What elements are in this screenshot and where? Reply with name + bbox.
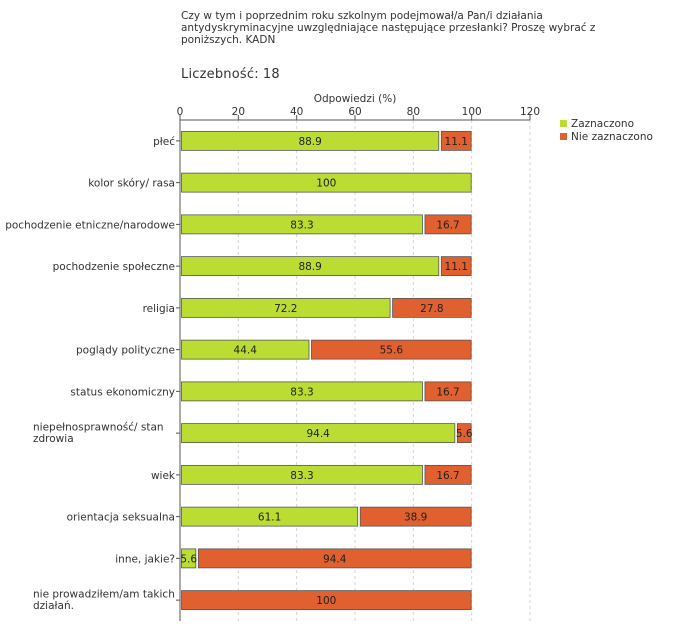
data-label-selected-8: 83.3 xyxy=(290,470,313,482)
category-label-10: inne, jakie? xyxy=(115,553,175,565)
bar-not-selected-0 xyxy=(440,130,472,151)
category-label-8: wiek xyxy=(151,470,176,482)
category-label-0: płeć xyxy=(153,136,175,148)
x-tick-label-80: 80 xyxy=(407,106,420,118)
legend-item-not-selected: Nie zaznaczono xyxy=(560,130,653,143)
bar-selected-1 xyxy=(181,172,472,193)
data-label-not-selected-5: 55.6 xyxy=(380,345,404,357)
category-label-6: status ekonomiczny xyxy=(70,386,175,398)
bar-not-selected-3 xyxy=(440,256,472,277)
data-label-not-selected-3: 11.1 xyxy=(445,261,468,273)
bar-selected-6 xyxy=(181,381,423,402)
data-label-selected-0: 88.9 xyxy=(298,136,321,148)
bar-not-selected-11 xyxy=(181,590,472,611)
legend-label-selected: Zaznaczono xyxy=(571,117,635,130)
data-label-not-selected-7: 5.6 xyxy=(456,428,473,440)
data-label-selected-9: 61.1 xyxy=(258,512,281,524)
data-label-selected-3: 88.9 xyxy=(298,261,321,273)
data-label-not-selected-6: 16.7 xyxy=(436,386,459,398)
x-tick-label-0: 0 xyxy=(177,106,184,118)
data-label-selected-1: 100 xyxy=(316,178,336,190)
bar-not-selected-5 xyxy=(311,339,472,360)
data-label-not-selected-2: 16.7 xyxy=(436,219,459,231)
category-label-3: pochodzenie społeczne xyxy=(53,261,175,273)
bar-selected-0 xyxy=(181,130,440,151)
bar-not-selected-10 xyxy=(197,548,472,569)
data-label-not-selected-0: 11.1 xyxy=(445,136,468,148)
legend: Zaznaczono Nie zaznaczono xyxy=(560,117,653,143)
bar-selected-2 xyxy=(181,214,423,235)
category-label-11-line-1: działań. xyxy=(33,600,74,612)
data-label-not-selected-4: 27.8 xyxy=(420,303,443,315)
sample-size: Liczebność: 18 xyxy=(181,67,280,82)
category-label-2: pochodzenie etniczne/narodowe xyxy=(5,219,175,231)
legend-swatch-selected xyxy=(560,120,567,127)
bar-selected-10 xyxy=(181,548,197,569)
bar-not-selected-4 xyxy=(392,297,472,318)
data-label-selected-6: 83.3 xyxy=(290,386,313,398)
category-label-11-line-0: nie prowadziłem/am takich xyxy=(33,588,175,600)
data-label-selected-2: 83.3 xyxy=(290,219,313,231)
category-label-4: religia xyxy=(143,303,175,315)
x-tick-label-100: 100 xyxy=(462,106,482,118)
category-label-7-line-0: niepełnosprawność/ stan xyxy=(33,421,164,433)
x-tick-label-120: 120 xyxy=(520,106,540,118)
data-label-selected-5: 44.4 xyxy=(234,345,258,357)
x-tick-label-20: 20 xyxy=(232,106,245,118)
x-tick-label-60: 60 xyxy=(348,106,361,118)
legend-swatch-not-selected xyxy=(560,133,567,140)
sample-size-value: 18 xyxy=(262,67,280,82)
bar-selected-8 xyxy=(181,464,423,485)
data-label-selected-4: 72.2 xyxy=(274,303,297,315)
chart-title: Czy w tym i poprzednim roku szkolnym pod… xyxy=(181,10,596,46)
legend-label-not-selected: Nie zaznaczono xyxy=(571,130,653,143)
category-label-7-line-1: zdrowia xyxy=(33,433,74,445)
data-label-not-selected-11: 100 xyxy=(316,595,336,607)
bar-selected-9 xyxy=(181,506,359,527)
bar-selected-7 xyxy=(181,423,456,444)
bar-selected-5 xyxy=(181,339,310,360)
data-label-not-selected-10: 94.4 xyxy=(323,553,347,565)
data-label-not-selected-8: 16.7 xyxy=(436,470,459,482)
category-label-9: orientacja seksualna xyxy=(67,512,175,524)
bar-selected-3 xyxy=(181,256,440,277)
bar-selected-4 xyxy=(181,297,391,318)
bar-not-selected-9 xyxy=(359,506,472,527)
legend-item-selected: Zaznaczono xyxy=(560,117,653,130)
bar-not-selected-6 xyxy=(424,381,472,402)
x-tick-label-40: 40 xyxy=(290,106,303,118)
data-label-not-selected-9: 38.9 xyxy=(404,512,427,524)
bar-not-selected-8 xyxy=(424,464,472,485)
category-label-5: poglądy polityczne xyxy=(76,345,175,357)
data-label-selected-10: 5.6 xyxy=(180,553,197,565)
data-label-selected-7: 94.4 xyxy=(306,428,330,440)
bar-not-selected-7 xyxy=(456,423,472,444)
sample-size-label: Liczebność: xyxy=(181,67,259,82)
x-axis-title: Odpowiedzi (%) xyxy=(314,93,397,105)
bar-not-selected-2 xyxy=(424,214,472,235)
category-label-1: kolor skóry/ rasa xyxy=(88,178,175,190)
